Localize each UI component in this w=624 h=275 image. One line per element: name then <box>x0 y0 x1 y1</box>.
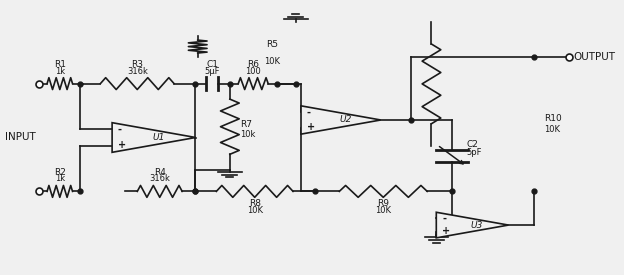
Text: R4: R4 <box>154 167 166 177</box>
Text: +: + <box>307 122 315 132</box>
Text: 10K: 10K <box>375 206 391 215</box>
Text: R2: R2 <box>54 167 66 177</box>
Text: C2: C2 <box>467 141 479 149</box>
Text: R7: R7 <box>240 120 252 128</box>
Text: -: - <box>307 108 311 118</box>
Polygon shape <box>301 106 381 134</box>
Text: R6: R6 <box>247 60 259 69</box>
Text: U1: U1 <box>152 133 165 142</box>
Text: +: + <box>442 227 451 236</box>
Text: R10: R10 <box>544 114 562 123</box>
Text: 1k: 1k <box>55 174 65 183</box>
Text: 10k: 10k <box>240 130 256 139</box>
Polygon shape <box>112 123 196 152</box>
Polygon shape <box>436 212 509 238</box>
Text: 10K: 10K <box>246 206 263 215</box>
Text: 10K: 10K <box>265 57 281 66</box>
Text: -: - <box>442 214 446 224</box>
Text: R5: R5 <box>266 40 278 49</box>
Text: 5μF: 5μF <box>205 67 220 76</box>
Text: 100: 100 <box>245 67 261 76</box>
Text: U2: U2 <box>339 116 352 125</box>
Text: 1k: 1k <box>55 67 65 76</box>
Text: 316k: 316k <box>149 174 170 183</box>
Text: -: - <box>118 125 122 135</box>
Text: 316k: 316k <box>127 67 148 76</box>
Text: R3: R3 <box>131 60 144 69</box>
Text: R9: R9 <box>378 199 389 208</box>
Text: U3: U3 <box>471 221 483 230</box>
Text: INPUT: INPUT <box>5 133 36 142</box>
Text: R8: R8 <box>249 199 261 208</box>
Text: OUTPUT: OUTPUT <box>573 52 615 62</box>
Text: C1: C1 <box>207 60 218 69</box>
Text: R1: R1 <box>54 60 66 69</box>
Text: 10K: 10K <box>544 125 560 134</box>
Text: 5pF: 5pF <box>467 148 482 158</box>
Text: +: + <box>118 140 126 150</box>
